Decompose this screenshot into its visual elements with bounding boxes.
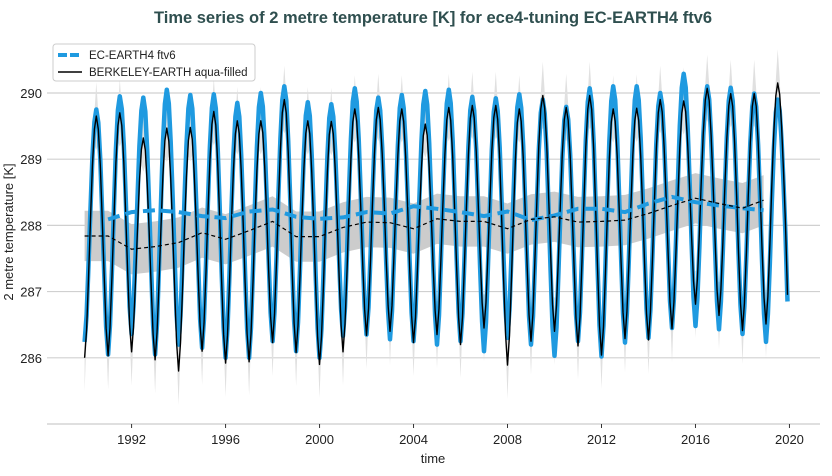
ec-earth4-running-mean <box>107 194 764 223</box>
chart-title: Time series of 2 metre temperature [K] f… <box>154 9 712 27</box>
x-tick-label: 2012 <box>587 432 616 447</box>
legend-label-ec-earth4: EC-EARTH4 ftv6 <box>89 50 176 62</box>
legend: EC-EARTH4 ftv6 BERKELEY-EARTH aqua-fille… <box>52 43 256 82</box>
berkeley-monthly-line <box>83 82 789 372</box>
y-tick-label: 286 <box>20 351 42 366</box>
y-tick-label: 290 <box>20 86 42 101</box>
legend-box <box>52 43 256 82</box>
berkeley-spread-area <box>84 49 788 405</box>
y-tick-label: 288 <box>20 218 42 233</box>
x-tick-label: 2004 <box>399 432 428 447</box>
x-tick-label: 1996 <box>211 432 240 447</box>
lines-layer <box>82 71 790 372</box>
x-tick-label: 2020 <box>775 432 804 447</box>
x-axis-label: time <box>421 451 446 466</box>
legend-label-berkeley: BERKELEY-EARTH aqua-filled <box>89 67 248 79</box>
x-tick-label: 2000 <box>305 432 334 447</box>
y-tick-label: 289 <box>20 152 42 167</box>
x-tick-label: 2016 <box>681 432 710 447</box>
y-axis-label: 2 metre temperature [K] <box>1 163 16 300</box>
axes: 286 287 288 289 290 1992 1996 2000 2004 2008 2012 2… <box>20 86 820 447</box>
x-tick-label: 1992 <box>117 432 146 447</box>
spread-layer <box>84 49 788 405</box>
x-tick-label: 2008 <box>493 432 522 447</box>
y-tick-label: 287 <box>20 285 42 300</box>
berkeley-running-mean <box>84 197 764 250</box>
